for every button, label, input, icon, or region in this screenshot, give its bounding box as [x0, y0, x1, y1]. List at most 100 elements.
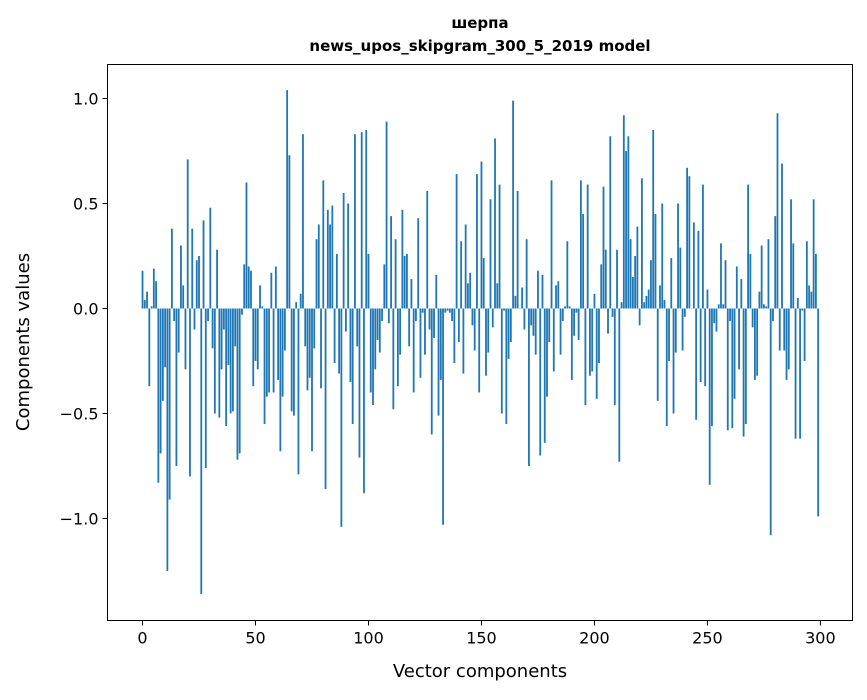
bar [343, 193, 345, 308]
bar [169, 308, 171, 499]
bar [560, 308, 562, 354]
bar [625, 151, 627, 308]
bar [808, 285, 810, 308]
bar [237, 308, 239, 459]
bar [293, 308, 295, 415]
bar [392, 308, 394, 409]
chart-title: шерпа [451, 14, 508, 32]
bar [363, 308, 365, 493]
bar [241, 308, 243, 314]
bar [142, 271, 144, 309]
bar [582, 214, 584, 308]
bar [743, 308, 745, 436]
bar [176, 308, 178, 465]
bar [413, 308, 415, 392]
bar [429, 308, 431, 329]
bar [786, 308, 788, 379]
bar [673, 308, 675, 413]
bar [401, 210, 403, 309]
bar [503, 308, 505, 310]
bar [533, 308, 535, 335]
bar [404, 256, 406, 308]
bar [390, 216, 392, 308]
bar [456, 174, 458, 308]
bar [632, 277, 634, 308]
bar [499, 185, 501, 309]
bar [804, 308, 806, 360]
bar [399, 308, 401, 354]
bar [768, 239, 770, 308]
bar [379, 308, 381, 352]
bar [700, 308, 702, 381]
bar [223, 308, 225, 329]
x-tick-label: 0 [137, 629, 147, 648]
bar [216, 250, 218, 309]
bar [388, 308, 390, 323]
bar [754, 308, 756, 379]
bar [359, 308, 361, 457]
bar [553, 308, 555, 371]
bar [386, 122, 388, 309]
bar [352, 308, 354, 423]
bar [257, 308, 259, 369]
bar [734, 308, 736, 398]
bar [609, 136, 611, 308]
bar [492, 308, 494, 327]
bar [462, 308, 464, 373]
bar [338, 308, 340, 373]
bar [447, 308, 449, 310]
bar [397, 308, 399, 386]
bar [528, 308, 530, 465]
bar [302, 134, 304, 308]
bar [356, 308, 358, 346]
bar [246, 183, 248, 309]
bar [485, 308, 487, 375]
bar [422, 308, 424, 312]
bar [729, 308, 731, 321]
bar [636, 227, 638, 309]
bar [372, 308, 374, 405]
bar [548, 308, 550, 342]
bar [666, 308, 668, 426]
y-tick-label: −0.5 [60, 404, 99, 423]
bar [458, 308, 460, 342]
bar [607, 308, 609, 333]
bar [544, 308, 546, 442]
bar [752, 308, 754, 327]
bar [675, 308, 677, 352]
bar [670, 258, 672, 308]
y-tick-label: 1.0 [73, 90, 98, 109]
bar [431, 308, 433, 434]
bar [589, 308, 591, 375]
bar [779, 308, 781, 350]
bar [329, 224, 331, 308]
bar [420, 308, 422, 377]
x-axis-label: Vector components [393, 661, 567, 682]
bars-group [142, 90, 819, 594]
bar [605, 250, 607, 309]
bar [815, 254, 817, 309]
bar [157, 308, 159, 482]
x-tick-label: 250 [692, 629, 723, 648]
x-tick-label: 200 [579, 629, 610, 648]
bar [627, 136, 629, 308]
bar [727, 308, 729, 430]
bar [266, 308, 268, 396]
bar [575, 308, 577, 312]
bar [171, 229, 173, 309]
y-axis-ticks: 1.00.50.0−0.5−1.0 [60, 90, 108, 529]
bar [153, 269, 155, 309]
bar [777, 113, 779, 308]
bar [207, 308, 209, 321]
bar [381, 308, 383, 321]
bar [639, 308, 641, 325]
bar [813, 199, 815, 308]
bar [578, 308, 580, 339]
bar [770, 308, 772, 535]
bar [311, 308, 313, 451]
x-tick-label: 50 [245, 629, 265, 648]
bar [438, 308, 440, 415]
bar [250, 271, 252, 309]
